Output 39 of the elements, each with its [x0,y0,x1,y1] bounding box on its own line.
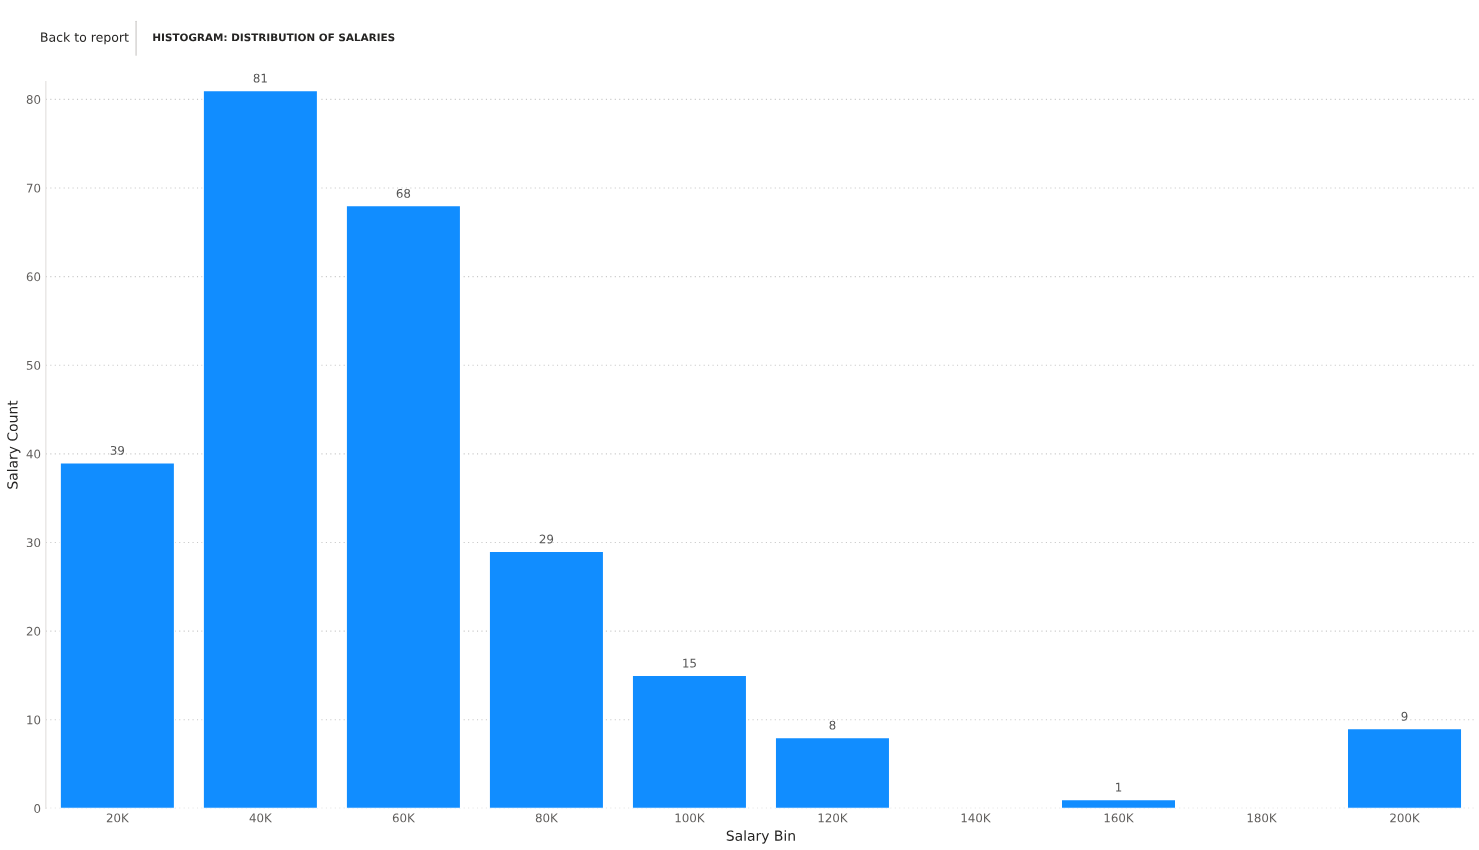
x-tick-label: 160K [1104,813,1134,823]
x-tick-label: 60K [392,813,416,823]
y-tick-label: 70 [26,183,41,193]
y-tick-label: 0 [34,804,41,813]
data-label: 8 [829,720,836,730]
bar [59,462,176,809]
bar [202,89,319,809]
x-tick-label: 20K [106,813,129,823]
y-tick-label: 40 [26,449,41,459]
y-tick-label: 50 [26,360,41,370]
bar [345,204,462,809]
text: Back to report [41,32,129,45]
x-tick-label: 180K [1247,813,1277,823]
data-label: 9 [1401,711,1408,721]
x-tick-label: 140K [961,813,991,823]
data-label: 29 [539,534,554,544]
y-tick-label: 20 [26,626,41,636]
x-axis-title: Salary Bin [726,830,795,844]
x-tick-label: 200K [1390,813,1420,823]
bar [1346,727,1463,809]
bar [488,550,605,809]
data-label: 68 [396,188,411,198]
x-tick-label: 120K [818,813,848,823]
chart-title: HISTOGRAM: DISTRIBUTION OF SALARIES [153,33,395,42]
x-tick-label: 80K [535,813,559,823]
x-tick-label: 40K [249,813,273,823]
x-tick-label: 100K [675,813,705,823]
y-axis-title: Salary Count [6,400,21,489]
bar [631,674,748,809]
y-tick-label: 30 [26,538,41,548]
y-tick-label: 60 [26,272,41,282]
data-label: 39 [110,445,125,455]
bar [1060,798,1177,809]
data-label: 1 [1116,782,1122,792]
data-label: 15 [683,658,696,668]
y-tick-label: 80 [26,95,41,104]
bar [774,736,891,809]
y-tick-label: 10 [27,715,41,725]
data-label: 81 [253,73,267,83]
